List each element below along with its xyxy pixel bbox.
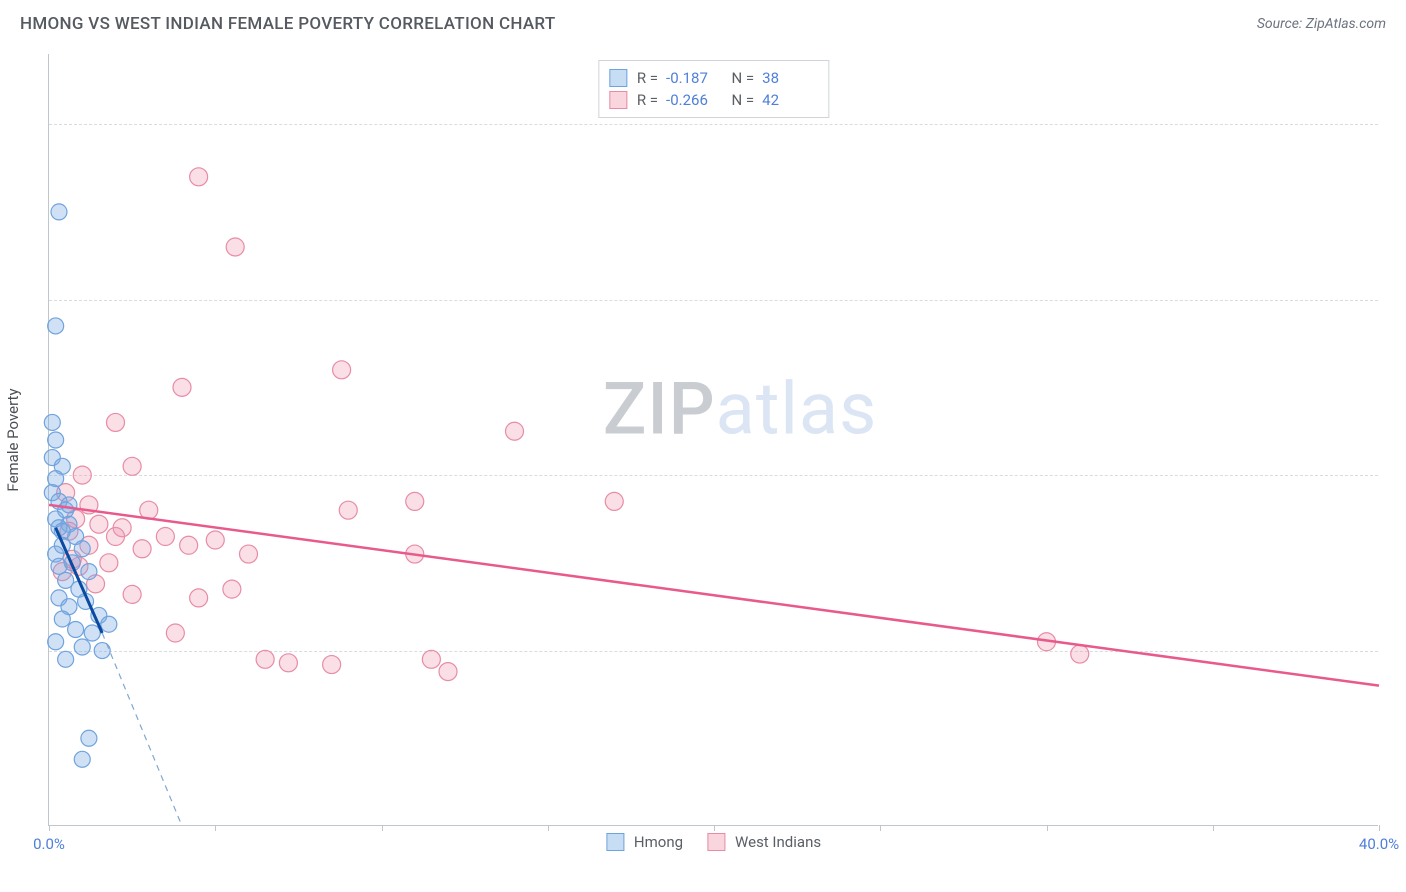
data-point bbox=[240, 545, 258, 563]
x-tick bbox=[382, 825, 383, 831]
data-point bbox=[51, 204, 67, 220]
chart-title: HMONG VS WEST INDIAN FEMALE POVERTY CORR… bbox=[20, 14, 556, 34]
r-label: R = bbox=[637, 67, 658, 89]
data-point bbox=[406, 492, 424, 510]
n-label: N = bbox=[724, 67, 754, 89]
r-value-hmong: -0.187 bbox=[666, 67, 718, 89]
data-point bbox=[48, 432, 64, 448]
x-tick bbox=[49, 825, 50, 831]
chart-header: HMONG VS WEST INDIAN FEMALE POVERTY CORR… bbox=[0, 0, 1406, 44]
correlation-row-westindian: R = -0.266 N = 42 bbox=[609, 89, 814, 111]
correlation-row-hmong: R = -0.187 N = 38 bbox=[609, 67, 814, 89]
data-point bbox=[133, 540, 151, 558]
data-point bbox=[156, 528, 174, 546]
data-point bbox=[506, 422, 524, 440]
legend-item-hmong: Hmong bbox=[606, 833, 683, 851]
data-point bbox=[339, 501, 357, 519]
r-label: R = bbox=[637, 89, 658, 111]
data-point bbox=[422, 650, 440, 668]
legend-label-hmong: Hmong bbox=[634, 833, 683, 851]
n-label: N = bbox=[724, 89, 754, 111]
swatch-hmong-icon bbox=[606, 833, 624, 851]
swatch-westindian-icon bbox=[707, 833, 725, 851]
data-point bbox=[180, 536, 198, 554]
x-tick-label: 40.0% bbox=[1359, 835, 1399, 853]
x-tick bbox=[1047, 825, 1048, 831]
y-axis-label: Female Poverty bbox=[4, 388, 22, 491]
legend-label-westindian: West Indians bbox=[735, 833, 821, 851]
x-tick bbox=[548, 825, 549, 831]
n-value-westindian: 42 bbox=[762, 89, 814, 111]
data-point bbox=[44, 414, 60, 430]
x-tick-label: 0.0% bbox=[33, 835, 65, 853]
swatch-hmong-icon bbox=[609, 69, 627, 87]
swatch-westindian-icon bbox=[609, 91, 627, 109]
r-value-westindian: -0.266 bbox=[666, 89, 718, 111]
chart-plot-area: Female Poverty 10.0%20.0%30.0%40.0%0.0%4… bbox=[48, 54, 1378, 826]
data-point bbox=[190, 589, 208, 607]
series-legend: Hmong West Indians bbox=[606, 833, 821, 851]
data-point bbox=[90, 515, 108, 533]
correlation-legend: R = -0.187 N = 38 R = -0.266 N = 42 bbox=[598, 60, 829, 118]
data-point bbox=[101, 616, 117, 632]
data-point bbox=[605, 492, 623, 510]
data-point bbox=[54, 611, 70, 627]
data-point bbox=[74, 751, 90, 767]
data-point bbox=[166, 624, 184, 642]
data-point bbox=[256, 650, 274, 668]
data-point bbox=[223, 580, 241, 598]
x-tick bbox=[1213, 825, 1214, 831]
x-tick bbox=[714, 825, 715, 831]
data-point bbox=[81, 730, 97, 746]
data-point bbox=[81, 564, 97, 580]
data-point bbox=[48, 471, 64, 487]
data-point bbox=[61, 497, 77, 513]
data-point bbox=[94, 643, 110, 659]
x-tick bbox=[880, 825, 881, 831]
trend-line bbox=[102, 633, 182, 826]
y-tick-label: 20.0% bbox=[1388, 466, 1406, 484]
data-point bbox=[226, 238, 244, 256]
chart-source: Source: ZipAtlas.com bbox=[1257, 16, 1386, 32]
data-point bbox=[190, 168, 208, 186]
data-point bbox=[74, 639, 90, 655]
trend-line bbox=[49, 505, 1379, 686]
data-point bbox=[48, 634, 64, 650]
data-point bbox=[68, 621, 84, 637]
data-point bbox=[123, 457, 141, 475]
data-point bbox=[206, 531, 224, 549]
data-point bbox=[439, 663, 457, 681]
x-tick bbox=[215, 825, 216, 831]
data-point bbox=[74, 541, 90, 557]
data-point bbox=[279, 654, 297, 672]
data-point bbox=[58, 651, 74, 667]
data-point bbox=[333, 361, 351, 379]
data-point bbox=[123, 585, 141, 603]
data-point bbox=[48, 318, 64, 334]
y-tick-label: 30.0% bbox=[1388, 291, 1406, 309]
data-point bbox=[73, 466, 91, 484]
x-tick bbox=[1379, 825, 1380, 831]
data-point bbox=[323, 656, 341, 674]
scatter-svg bbox=[49, 54, 1378, 825]
n-value-hmong: 38 bbox=[762, 67, 814, 89]
legend-item-westindian: West Indians bbox=[707, 833, 821, 851]
data-point bbox=[107, 528, 125, 546]
data-point bbox=[173, 378, 191, 396]
y-tick-label: 40.0% bbox=[1388, 115, 1406, 133]
data-point bbox=[100, 554, 118, 572]
data-point bbox=[107, 413, 125, 431]
data-point bbox=[1071, 645, 1089, 663]
y-tick-label: 10.0% bbox=[1388, 642, 1406, 660]
data-point bbox=[84, 625, 100, 641]
data-point bbox=[51, 558, 67, 574]
